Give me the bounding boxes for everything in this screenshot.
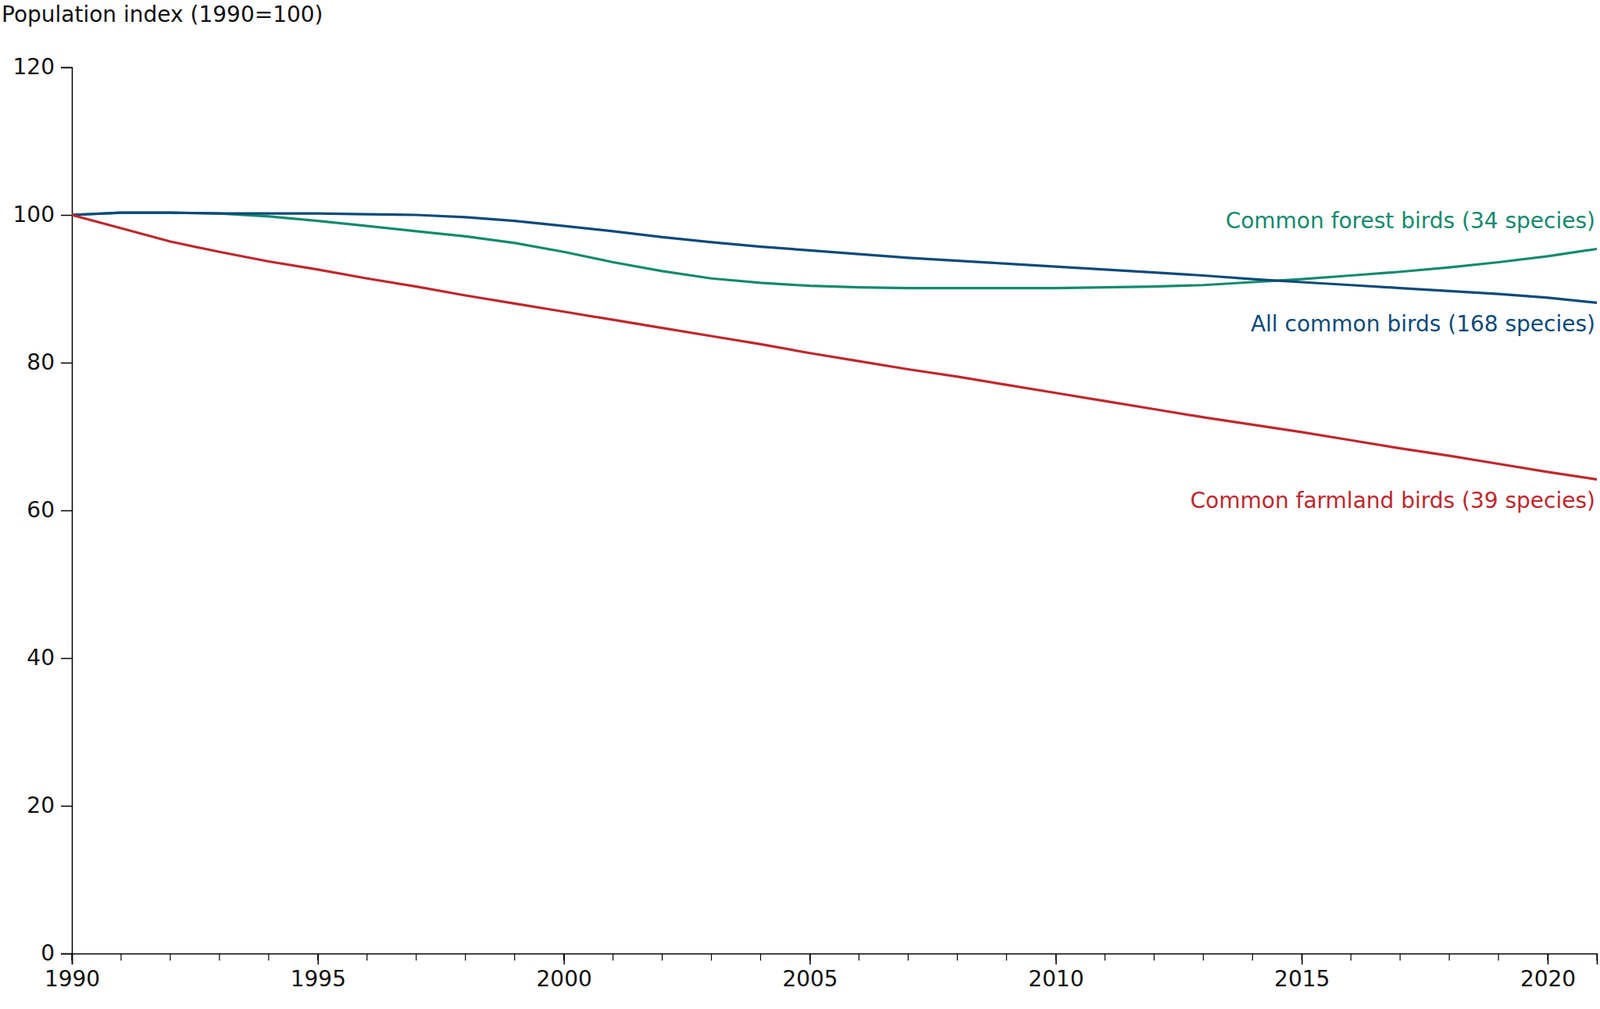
x-tick-mark <box>1055 953 1058 965</box>
x-tick-mark <box>1547 953 1550 965</box>
minor-tick <box>760 953 761 961</box>
x-tick: 2005 <box>782 953 838 992</box>
series-labels: Common forest birds (34 species) All comm… <box>1190 207 1596 514</box>
y-tick-mark <box>60 953 72 955</box>
y-tick: 20 <box>26 792 72 818</box>
minor-tick <box>1006 953 1008 961</box>
minor-tick <box>661 953 663 961</box>
y-tick: 120 <box>13 53 72 80</box>
minor-tick <box>169 953 171 961</box>
y-axis-title: Population index (1990=100) <box>1 1 324 28</box>
y-tick-mark <box>60 805 72 808</box>
series-line <box>71 214 1597 479</box>
x-axis-line <box>72 953 1598 965</box>
minor-tick <box>366 953 368 961</box>
y-tick: 60 <box>26 496 72 523</box>
x-tick-mark <box>809 953 811 965</box>
y-tick-mark <box>60 67 72 69</box>
x-tick-mark <box>317 953 320 965</box>
lines <box>71 212 1597 479</box>
y-tick-label: 60 <box>26 496 55 523</box>
x-tick-label: 2000 <box>536 965 593 992</box>
y-tick: 80 <box>26 349 72 375</box>
minor-tick <box>514 953 515 961</box>
x-tick-label: 2015 <box>1274 965 1330 992</box>
y-tick-label: 100 <box>13 201 55 228</box>
minor-tick <box>957 953 958 961</box>
minor-tick <box>464 953 466 961</box>
y-tick-mark <box>60 214 72 217</box>
minor-tick <box>1400 953 1401 961</box>
series-label: Common forest birds (34 species) <box>1225 207 1596 234</box>
y-axis: 0 20 40 60 80 100 120 <box>13 53 73 966</box>
x-tick: 1995 <box>290 953 347 992</box>
y-tick-label: 0 <box>40 939 55 966</box>
y-tick-label: 20 <box>26 792 55 818</box>
minor-tick <box>267 953 269 961</box>
x-tick-label: 1990 <box>44 965 100 992</box>
minor-tick <box>612 953 614 961</box>
x-tick-mark <box>71 953 74 965</box>
x-tick: 2000 <box>536 953 593 992</box>
minor-tick <box>120 953 122 961</box>
plot: 1990 1995 2000 2005 2010 2015 2020 0 20 40 60 80 100… <box>13 53 1598 991</box>
y-tick-mark <box>60 362 72 365</box>
minor-tick <box>1350 953 1352 961</box>
y-axis-line <box>60 67 73 954</box>
y-tick-mark <box>60 510 72 512</box>
y-tick-label: 120 <box>13 53 55 80</box>
series-label: All common birds (168 species) <box>1250 310 1596 337</box>
x-tick-label: 2005 <box>782 965 838 992</box>
x-tick: 2010 <box>1028 953 1084 992</box>
y-tick-label: 40 <box>26 644 55 671</box>
y-tick-label: 80 <box>26 349 55 375</box>
minor-tick <box>1497 953 1499 961</box>
minor-tick <box>1153 953 1155 961</box>
minor-tick <box>1252 953 1254 961</box>
x-tick-mark <box>1301 953 1304 965</box>
minor-tick <box>710 953 712 961</box>
minor-ticks <box>71 953 1597 961</box>
x-tick-mark <box>563 953 565 965</box>
y-tick: 40 <box>26 644 72 671</box>
minor-tick <box>1448 953 1450 961</box>
x-tick-label: 2020 <box>1520 965 1576 992</box>
minor-tick <box>907 953 909 961</box>
minor-tick <box>1104 953 1106 961</box>
chart: 1990 1995 2000 2005 2010 2015 2020 0 20 40 60 80 100… <box>0 0 1600 1009</box>
y-tick: 100 <box>13 201 72 228</box>
x-tick: 2015 <box>1274 953 1330 992</box>
minor-tick <box>415 953 417 961</box>
minor-tick <box>1203 953 1204 961</box>
x-tick: 2020 <box>1520 953 1576 992</box>
x-tick-label: 1995 <box>290 965 347 992</box>
series-label: Common farmland birds (39 species) <box>1190 487 1596 514</box>
x-tick-label: 2010 <box>1028 965 1084 992</box>
y-tick-mark <box>60 657 72 660</box>
minor-tick <box>858 953 860 961</box>
x-axis: 1990 1995 2000 2005 2010 2015 2020 <box>44 953 1598 992</box>
y-tick: 0 <box>40 939 72 966</box>
minor-tick <box>218 953 220 961</box>
